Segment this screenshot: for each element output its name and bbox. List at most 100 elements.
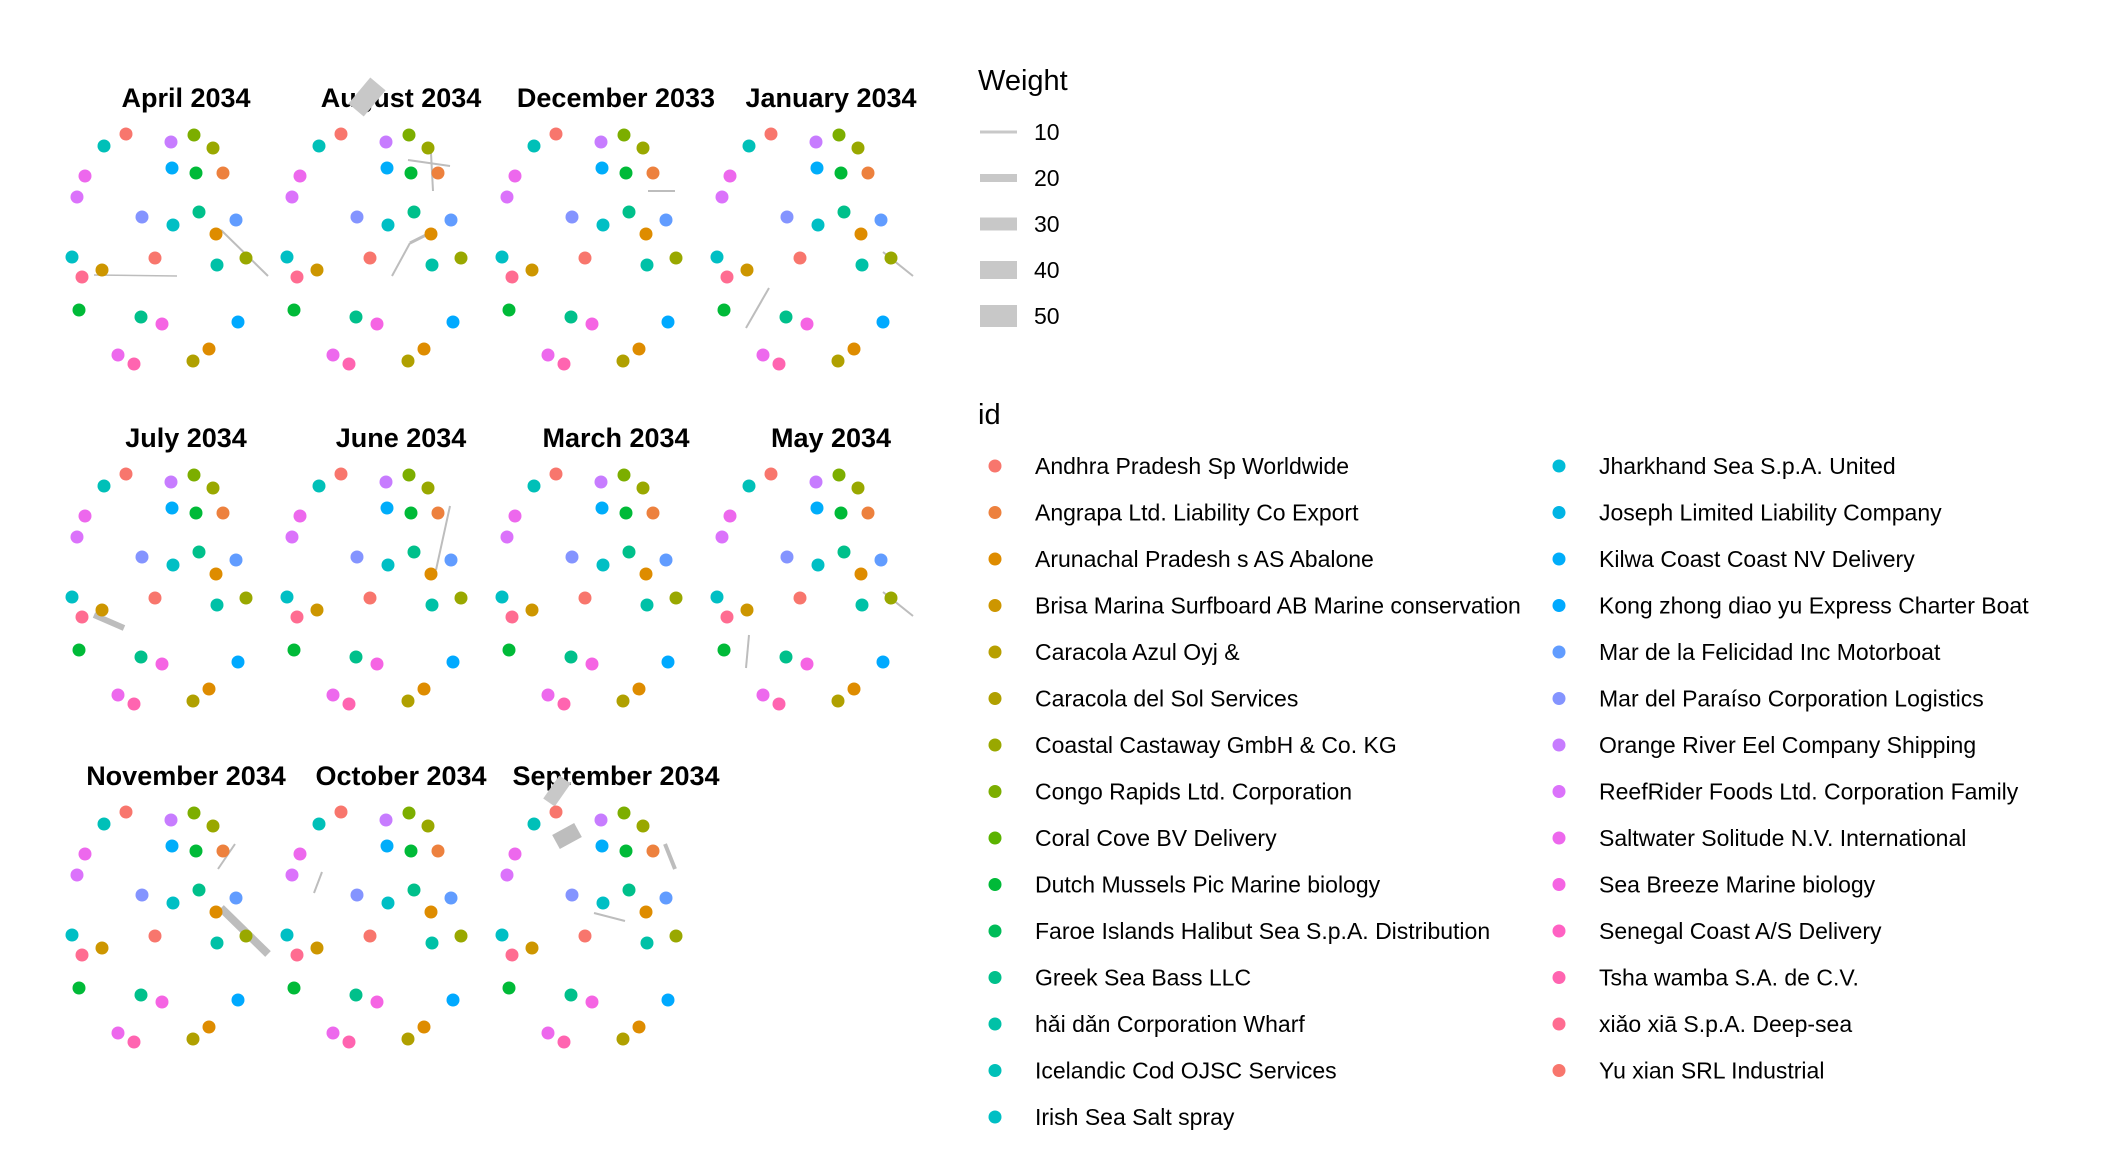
network-node	[342, 357, 356, 371]
network-node	[809, 475, 823, 489]
id-legend-key	[1552, 599, 1566, 612]
network-node	[424, 227, 438, 241]
network-node	[293, 169, 307, 183]
facet-panel: January 2034	[710, 83, 917, 371]
network-node	[578, 929, 592, 943]
network-node	[661, 655, 675, 669]
network-node	[710, 590, 724, 604]
id-legend-label: Yu xian SRL Industrial	[1599, 1058, 1824, 1084]
network-node	[402, 806, 416, 820]
id-legend-key	[988, 506, 1002, 519]
network-node	[401, 694, 415, 708]
id-legend-key	[1552, 506, 1566, 519]
network-node	[310, 941, 324, 955]
facet-panel: October 2034	[280, 761, 487, 1049]
network-node	[809, 135, 823, 149]
network-node	[541, 348, 555, 362]
network-node	[646, 166, 660, 180]
network-node	[380, 161, 394, 175]
id-legend-label: Irish Sea Salt spray	[1035, 1104, 1235, 1130]
network-node	[502, 303, 516, 317]
network-node	[855, 258, 869, 272]
network-node	[342, 1035, 356, 1049]
network-node	[287, 981, 301, 995]
network-node	[639, 567, 653, 581]
network-node	[95, 603, 109, 617]
id-legend-label: Tsha wamba S.A. de C.V.	[1599, 965, 1859, 991]
network-node	[557, 1035, 571, 1049]
network-node	[854, 567, 868, 581]
network-node	[402, 128, 416, 142]
network-node	[381, 558, 395, 572]
network-node	[206, 481, 220, 495]
network-node	[832, 468, 846, 482]
network-node	[202, 342, 216, 356]
network-node	[285, 868, 299, 882]
network-node	[189, 166, 203, 180]
network-node	[831, 694, 845, 708]
network-node	[884, 591, 898, 605]
facet-panel: August 2034	[280, 77, 481, 371]
network-node	[619, 166, 633, 180]
network-node	[401, 1032, 415, 1046]
network-node	[155, 317, 169, 331]
id-legend-key	[1552, 971, 1566, 984]
network-node	[202, 682, 216, 696]
id-legend-key	[1552, 552, 1566, 566]
network-node	[639, 905, 653, 919]
network-node	[350, 210, 364, 224]
facet-title: May 2034	[771, 423, 891, 453]
network-node	[216, 844, 230, 858]
network-node	[549, 467, 563, 481]
network-node	[166, 218, 180, 232]
id-legend-label: Kilwa Coast Coast NV Delivery	[1599, 546, 1915, 572]
network-node	[617, 468, 631, 482]
network-edge	[348, 77, 386, 117]
facet-panel: April 2034	[65, 83, 269, 371]
id-legend-key	[1552, 1017, 1566, 1031]
network-edge	[435, 505, 451, 571]
id-legend-label: Sea Breeze Marine biology	[1599, 872, 1876, 898]
network-node	[370, 995, 384, 1009]
id-legend-key	[1552, 692, 1566, 705]
network-node	[155, 657, 169, 671]
network-node	[444, 891, 458, 905]
network-node	[619, 844, 633, 858]
network-node	[500, 530, 514, 544]
network-node	[239, 929, 253, 943]
network-node	[290, 270, 304, 284]
network-node	[564, 650, 578, 664]
network-node	[557, 697, 571, 711]
network-node	[192, 205, 206, 219]
network-node	[165, 161, 179, 175]
network-node	[742, 139, 756, 153]
facet-panel: March 2034	[495, 423, 690, 711]
network-node	[206, 819, 220, 833]
network-node	[832, 128, 846, 142]
network-node	[402, 468, 416, 482]
network-node	[164, 475, 178, 489]
facet-panels: April 2034 August 2034 December 2033 Januar…	[65, 77, 917, 1049]
network-node	[740, 603, 754, 617]
network-node	[800, 657, 814, 671]
facet-title: July 2034	[125, 423, 247, 453]
network-node	[636, 481, 650, 495]
network-node	[349, 310, 363, 324]
network-node	[632, 682, 646, 696]
network-node	[363, 929, 377, 943]
id-legend-key	[1552, 924, 1566, 938]
network-node	[720, 610, 734, 624]
id-legend-label: Congo Rapids Ltd. Corporation	[1035, 779, 1352, 805]
network-node	[431, 166, 445, 180]
facet-panel: September 2034	[495, 761, 720, 1049]
network-node	[861, 166, 875, 180]
network-node	[595, 161, 609, 175]
network-node	[578, 591, 592, 605]
network-edge	[745, 287, 770, 329]
network-node	[454, 591, 468, 605]
network-node	[95, 941, 109, 955]
id-legend-key	[1552, 785, 1566, 798]
network-node	[541, 688, 555, 702]
network-node	[717, 643, 731, 657]
network-node	[164, 813, 178, 827]
